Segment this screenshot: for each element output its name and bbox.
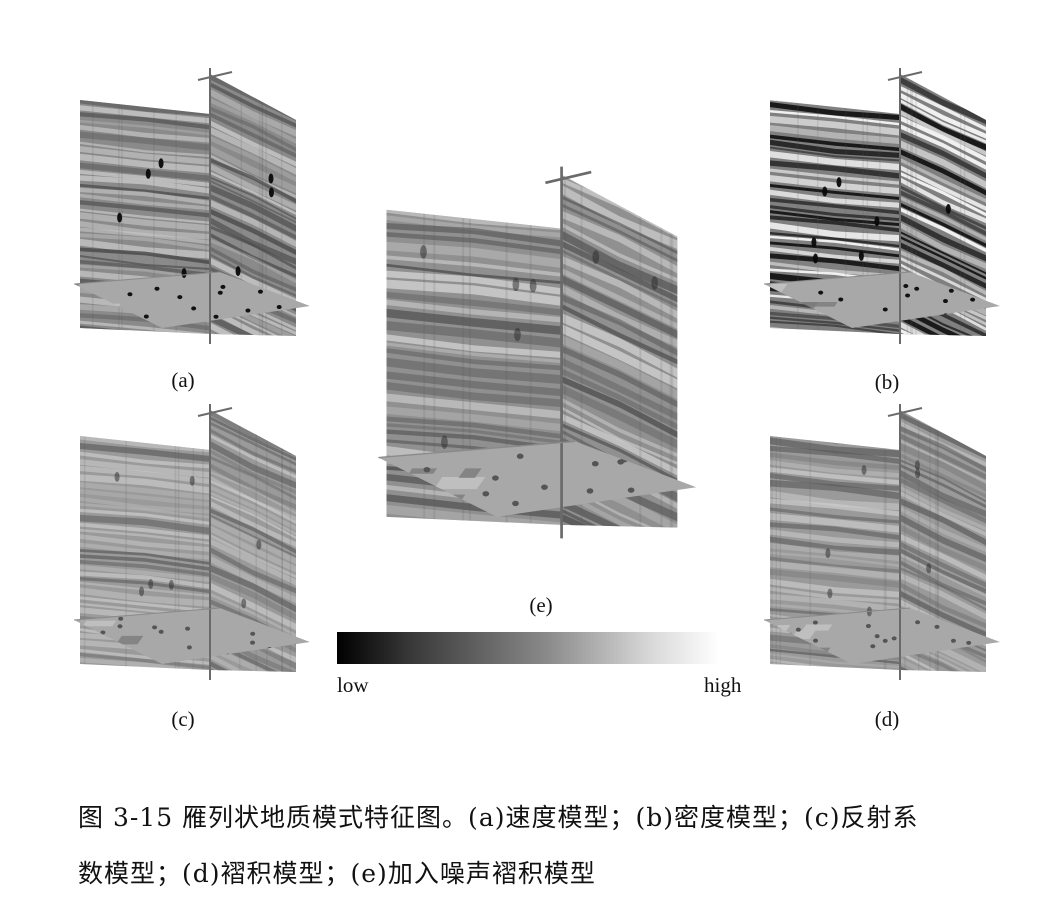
colorbar-high-label: high bbox=[704, 673, 742, 697]
seismic-cube-a bbox=[73, 68, 310, 344]
caption-line-2: 数模型；(d)褶积模型；(e)加入噪声褶积模型 bbox=[78, 859, 596, 888]
seismic-cube-d bbox=[763, 404, 1000, 680]
panel-label-d: (d) bbox=[874, 707, 900, 731]
panel-label-a: (a) bbox=[171, 368, 195, 392]
panel-label-e: (e) bbox=[529, 593, 553, 617]
panel-b bbox=[760, 66, 1005, 346]
colorbar bbox=[337, 632, 719, 664]
panel-c bbox=[70, 402, 315, 682]
seismic-cube-e bbox=[378, 166, 697, 539]
panel-e bbox=[373, 155, 703, 550]
figure-caption: 图 3-15 雁列状地质模式特征图。(a)速度模型；(b)密度模型；(c)反射系… bbox=[78, 790, 1008, 902]
panel-label-c: (c) bbox=[171, 707, 195, 731]
seismic-cube-c bbox=[73, 404, 310, 680]
panel-a bbox=[70, 66, 315, 346]
panel-label-b: (b) bbox=[874, 370, 900, 394]
seismic-cube-b bbox=[763, 68, 1000, 344]
caption-line-1: 图 3-15 雁列状地质模式特征图。(a)速度模型；(b)密度模型；(c)反射系 bbox=[78, 803, 919, 832]
colorbar-low-label: low bbox=[337, 673, 369, 697]
panel-d bbox=[760, 402, 1005, 682]
